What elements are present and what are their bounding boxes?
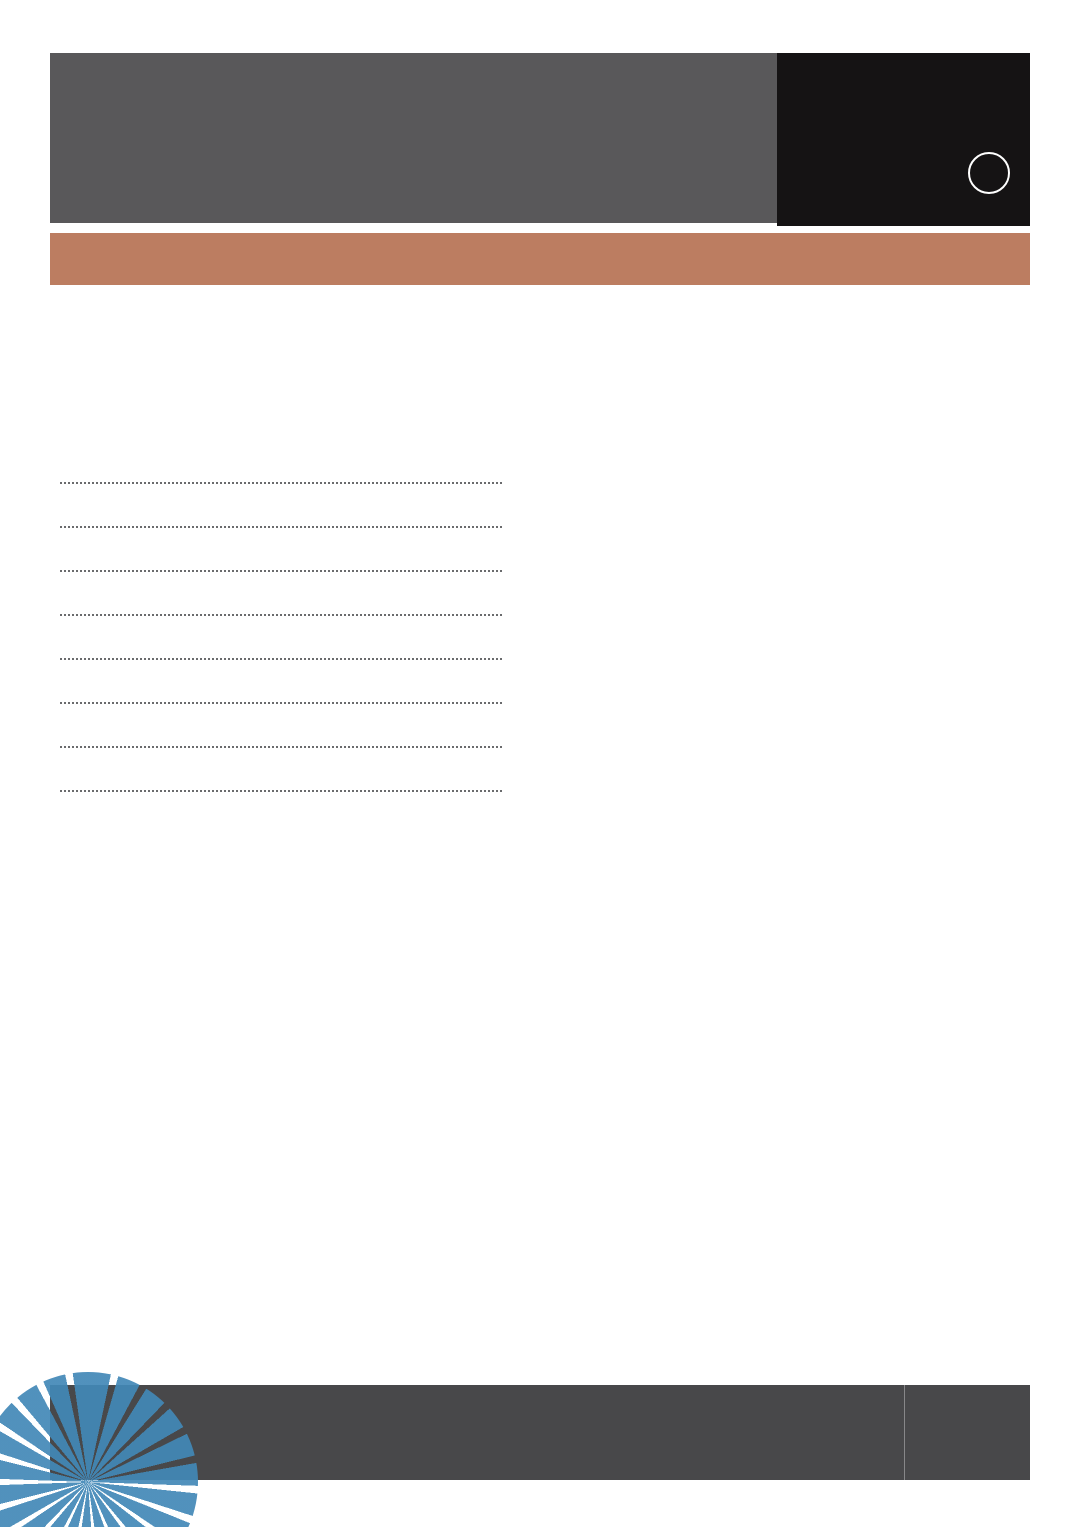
toc-leader-dots (60, 658, 502, 660)
toc-leader-dots (60, 746, 502, 748)
toc-leader-dots (60, 526, 502, 528)
footer-divider (904, 1385, 905, 1480)
disclaimer-text (57, 1152, 513, 1165)
toc-item[interactable] (57, 746, 505, 790)
toc-leader-dots (60, 614, 502, 616)
toc-item[interactable] (57, 658, 505, 702)
toc-leader-dots (60, 570, 502, 572)
sub-banner (50, 233, 1030, 285)
pie-chart-svg (577, 678, 1035, 990)
page-footer (50, 1385, 1030, 1480)
toc-item[interactable] (57, 790, 505, 834)
toc-item[interactable] (57, 702, 505, 746)
table-of-contents (57, 482, 505, 834)
steel-exports-pie-chart (577, 676, 1035, 995)
north-logo-block (777, 53, 1030, 226)
toc-item[interactable] (57, 482, 505, 526)
footer-contact-line (66, 1425, 96, 1444)
north-pi-roundel-icon (968, 152, 1010, 194)
footer-address-line (66, 1393, 76, 1412)
toc-leader-dots (60, 482, 502, 484)
body-text (577, 1078, 1023, 1092)
toc-item[interactable] (57, 570, 505, 614)
toc-item[interactable] (57, 526, 505, 570)
toc-leader-dots (60, 702, 502, 704)
toc-leader-dots (60, 790, 502, 792)
toc-item[interactable] (57, 614, 505, 658)
